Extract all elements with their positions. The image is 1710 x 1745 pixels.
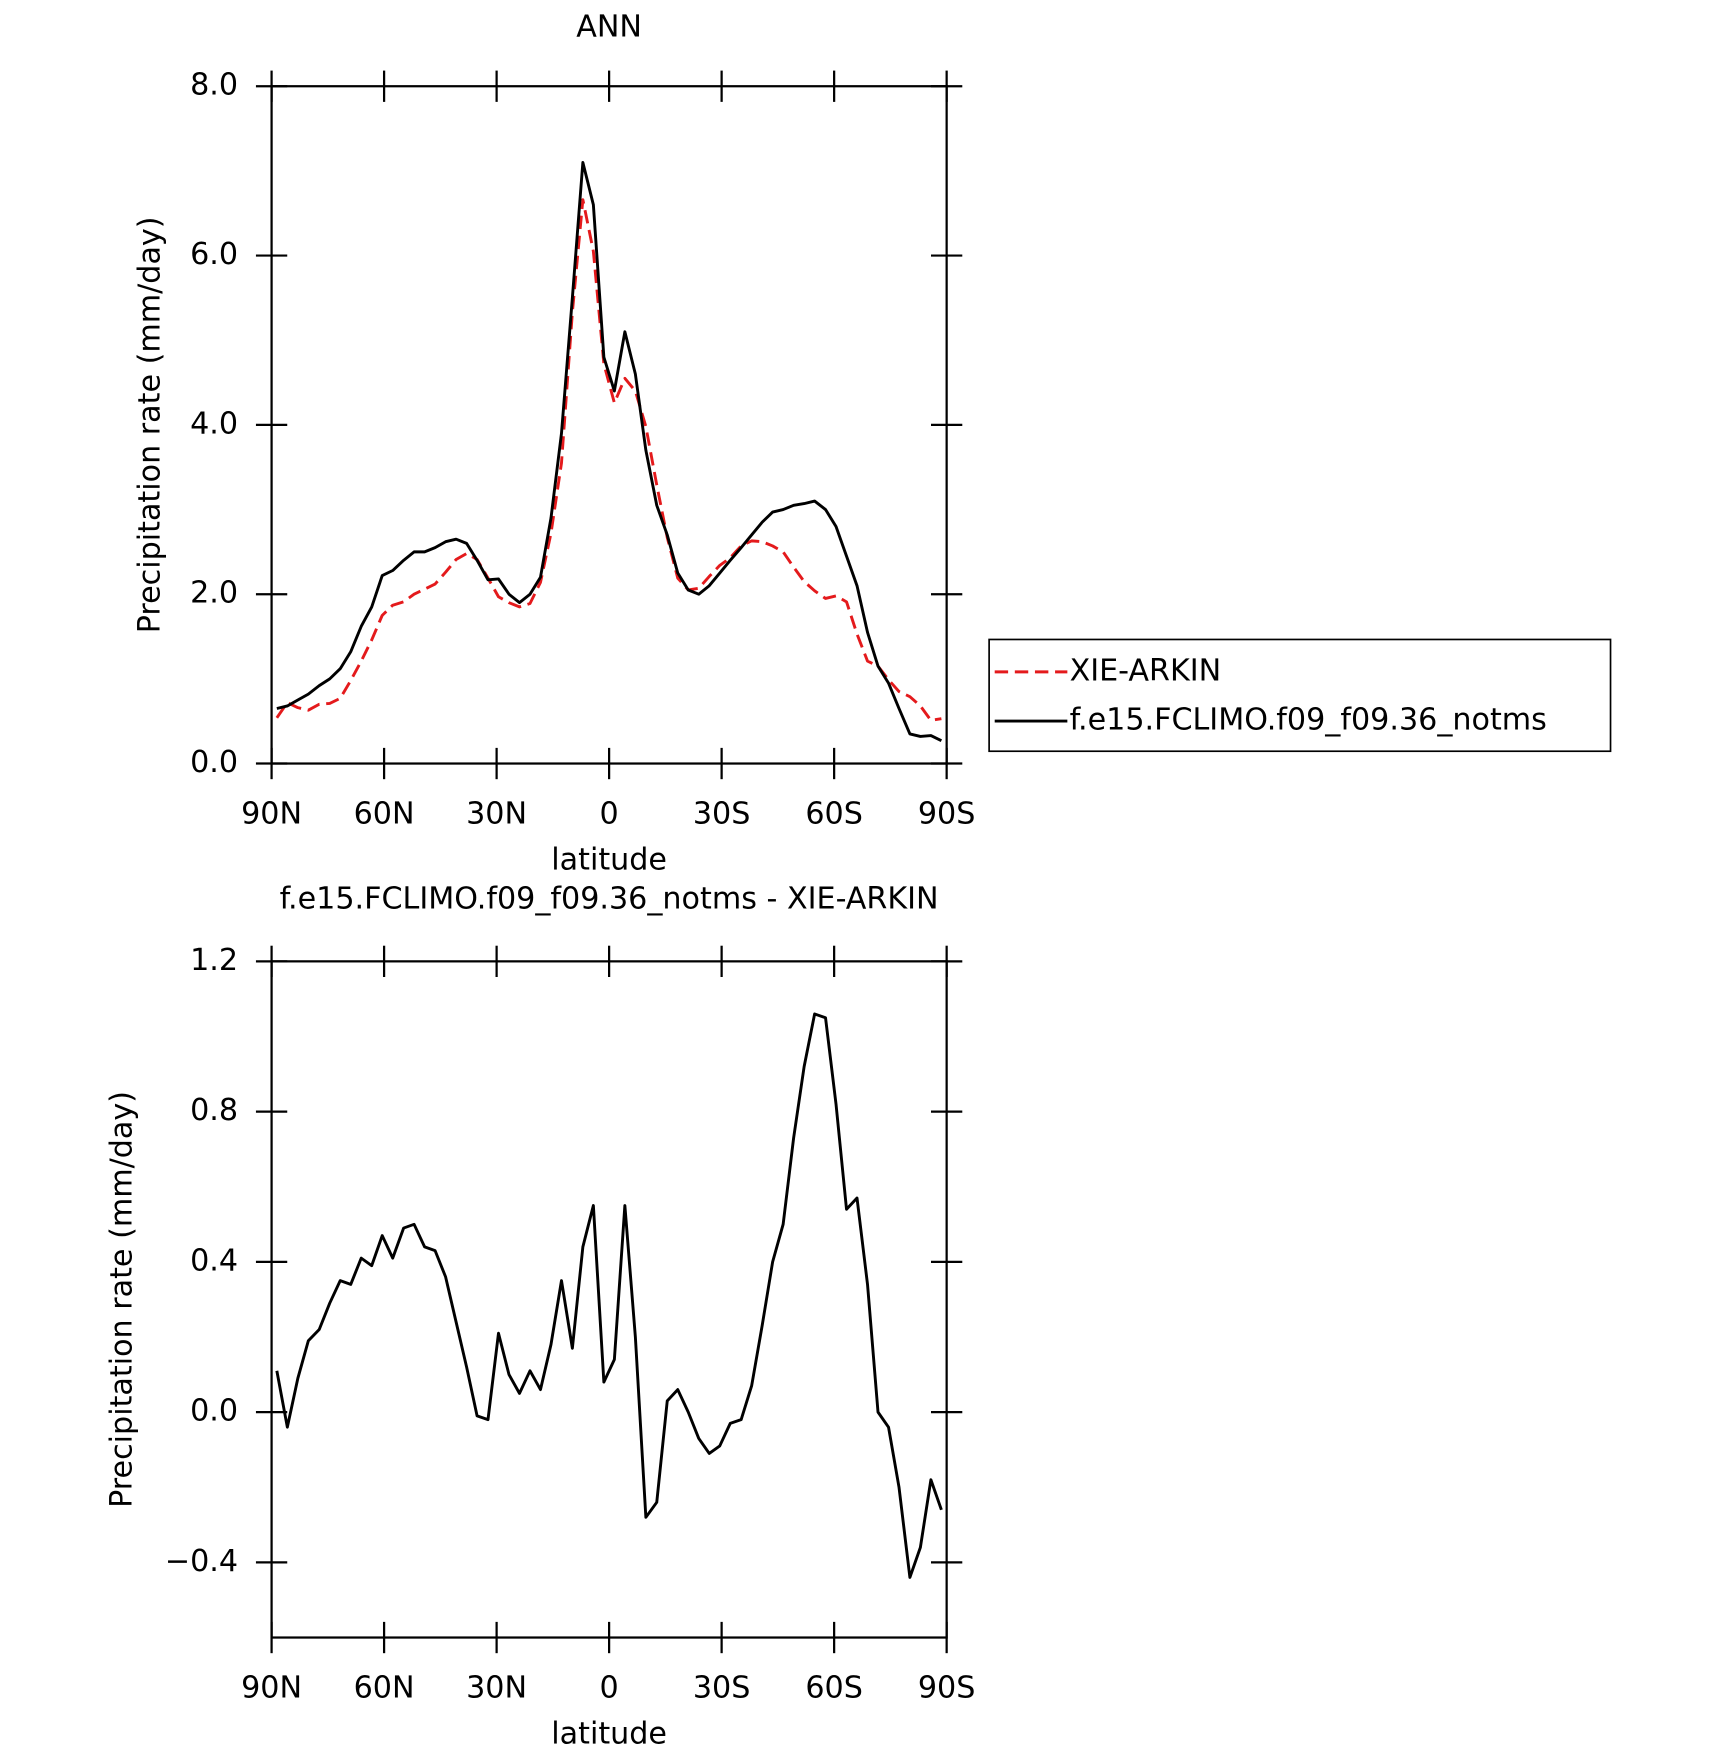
plot-frame bbox=[270, 85, 948, 765]
x-tick-label: 30N bbox=[466, 796, 527, 831]
chart-title: f.e15.FCLIMO.f09_f09.36_notms - XIE-ARKI… bbox=[280, 881, 939, 916]
x-tick-label: 30N bbox=[466, 1670, 527, 1705]
data-line bbox=[276, 160, 943, 742]
plot-frame bbox=[270, 960, 948, 1639]
x-tick-label: 90N bbox=[241, 1670, 302, 1705]
y-axis-label: Precipitation rate (mm/day) bbox=[132, 216, 167, 633]
legend-label: f.e15.FCLIMO.f09_f09.36_notms bbox=[1070, 703, 1547, 738]
x-axis-label: latitude bbox=[551, 842, 667, 877]
y-tick-label: 2.0 bbox=[190, 576, 238, 611]
x-tick-label: 90N bbox=[241, 796, 302, 831]
data-line bbox=[275, 1012, 943, 1579]
x-tick-label: 30S bbox=[693, 1670, 751, 1705]
x-tick-label: 90S bbox=[918, 1670, 976, 1705]
x-tick-label: 60S bbox=[805, 796, 863, 831]
x-tick-label: 0 bbox=[600, 1670, 619, 1705]
y-tick-label: 6.0 bbox=[190, 237, 238, 272]
x-tick-label: 0 bbox=[600, 796, 619, 831]
y-tick-label: 4.0 bbox=[190, 406, 238, 441]
y-tick-label: −0.4 bbox=[165, 1544, 238, 1579]
y-tick-label: 0.4 bbox=[190, 1243, 238, 1278]
x-axis-label: latitude bbox=[551, 1716, 667, 1745]
x-tick-label: 90S bbox=[918, 796, 976, 831]
y-axis-label: Precipitation rate (mm/day) bbox=[104, 1091, 139, 1508]
y-tick-label: 0.8 bbox=[190, 1093, 238, 1128]
y-tick-label: 1.2 bbox=[190, 943, 238, 978]
x-tick-label: 60N bbox=[354, 796, 415, 831]
x-tick-label: 30S bbox=[693, 796, 751, 831]
y-tick-label: 0.0 bbox=[190, 745, 238, 780]
x-tick-label: 60S bbox=[805, 1670, 863, 1705]
chart-title: ANN bbox=[576, 10, 642, 45]
x-tick-label: 60N bbox=[354, 1670, 415, 1705]
y-tick-label: 8.0 bbox=[190, 68, 238, 103]
legend-label: XIE-ARKIN bbox=[1070, 653, 1222, 688]
data-line bbox=[275, 198, 942, 722]
legend-box bbox=[988, 638, 1612, 753]
y-tick-label: 0.0 bbox=[190, 1394, 238, 1429]
